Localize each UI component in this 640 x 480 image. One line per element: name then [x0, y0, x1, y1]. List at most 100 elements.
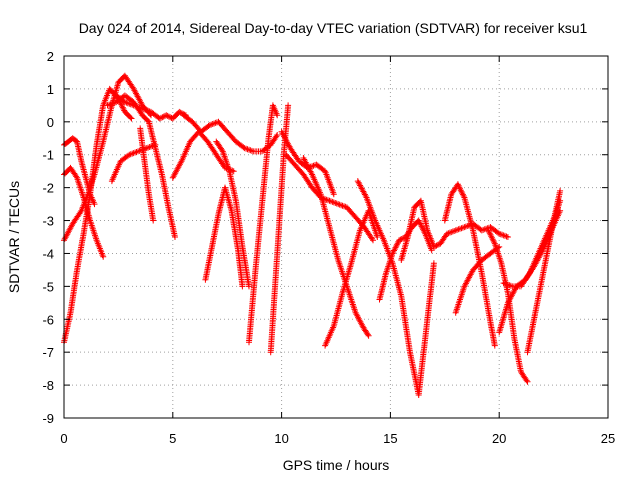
- series-arc11: [202, 184, 246, 290]
- data-point: [424, 232, 427, 235]
- data-point: [276, 134, 279, 136]
- data-point: [367, 334, 370, 337]
- data-point: [272, 104, 274, 107]
- data-point: [357, 180, 359, 182]
- data-point: [413, 206, 416, 209]
- data-point: [507, 236, 509, 238]
- data-point: [137, 150, 139, 153]
- series-arc15: [278, 128, 337, 198]
- data-point: [426, 318, 429, 321]
- data-point: [224, 186, 226, 189]
- data-point: [106, 104, 109, 107]
- data-point: [420, 200, 422, 202]
- data-point: [167, 206, 170, 209]
- data-point: [463, 226, 466, 228]
- data-point: [76, 177, 78, 179]
- data-point: [102, 140, 104, 143]
- data-point: [209, 124, 211, 126]
- series-arc12: [213, 138, 252, 290]
- series-arc14: [267, 102, 292, 356]
- y-tick-label: -8: [42, 378, 54, 393]
- y-tick-label: -9: [42, 411, 54, 426]
- data-point: [228, 170, 231, 172]
- data-point: [248, 341, 250, 344]
- y-axis-ticks: -9 -8 -7 -6 -5 -4 -3 -2 -1 0 1 2: [42, 49, 608, 426]
- data-point: [215, 140, 218, 143]
- data-point: [161, 173, 163, 176]
- data-point: [507, 292, 509, 294]
- data-point: [124, 111, 126, 113]
- data-point: [230, 209, 233, 212]
- data-point: [324, 170, 326, 172]
- data-point: [494, 242, 496, 245]
- data-point: [546, 252, 548, 255]
- data-point: [430, 249, 433, 251]
- series-arc19: [354, 178, 437, 398]
- series-arc23: [452, 243, 503, 316]
- data-point: [526, 381, 529, 383]
- data-point: [67, 140, 70, 143]
- series-arc8: [137, 125, 157, 224]
- data-point: [180, 160, 183, 163]
- data-point: [141, 114, 144, 116]
- data-point: [172, 177, 174, 179]
- data-point: [328, 226, 331, 228]
- data-point: [174, 236, 176, 238]
- data-point: [278, 219, 281, 222]
- data-point: [128, 153, 131, 156]
- data-point: [539, 285, 542, 288]
- data-point: [143, 160, 146, 163]
- data-point: [320, 193, 322, 195]
- data-point: [89, 219, 91, 222]
- data-point: [217, 121, 220, 123]
- data-point: [494, 344, 496, 347]
- data-point: [124, 74, 126, 77]
- data-point: [311, 173, 313, 176]
- data-series-group: [61, 72, 564, 398]
- data-point: [102, 255, 104, 258]
- data-point: [513, 338, 516, 340]
- data-point: [158, 117, 161, 120]
- data-point: [280, 130, 283, 133]
- data-point: [417, 219, 420, 222]
- data-point: [85, 177, 87, 179]
- data-point: [354, 311, 357, 314]
- data-point: [489, 226, 492, 228]
- y-tick-label: -6: [42, 312, 54, 327]
- data-point: [274, 285, 276, 288]
- data-point: [93, 203, 96, 205]
- data-point: [132, 88, 135, 90]
- data-point: [400, 295, 403, 298]
- data-point: [102, 104, 104, 107]
- data-point: [374, 219, 377, 222]
- data-point: [87, 193, 89, 195]
- data-point: [439, 242, 442, 245]
- data-point: [315, 163, 318, 166]
- y-tick-label: 1: [47, 82, 54, 97]
- data-point: [191, 121, 194, 123]
- data-point: [130, 117, 133, 120]
- series-markers: [441, 181, 498, 349]
- data-point: [444, 219, 446, 222]
- x-tick-label: 0: [60, 431, 67, 446]
- y-tick-label: -2: [42, 181, 54, 196]
- data-point: [261, 150, 263, 153]
- data-point: [537, 252, 540, 255]
- data-point: [204, 279, 207, 281]
- data-point: [385, 272, 387, 275]
- data-point: [287, 104, 289, 107]
- data-point: [145, 147, 148, 149]
- data-point: [189, 140, 191, 143]
- data-point: [80, 209, 83, 212]
- data-point: [450, 193, 453, 195]
- data-point: [111, 180, 113, 182]
- data-point: [333, 325, 335, 327]
- data-point: [400, 259, 403, 261]
- data-point: [457, 183, 459, 186]
- data-point: [454, 229, 457, 232]
- data-point: [289, 147, 292, 149]
- data-point: [472, 229, 474, 232]
- data-point: [252, 150, 255, 153]
- data-point: [115, 94, 117, 97]
- data-point: [178, 111, 181, 113]
